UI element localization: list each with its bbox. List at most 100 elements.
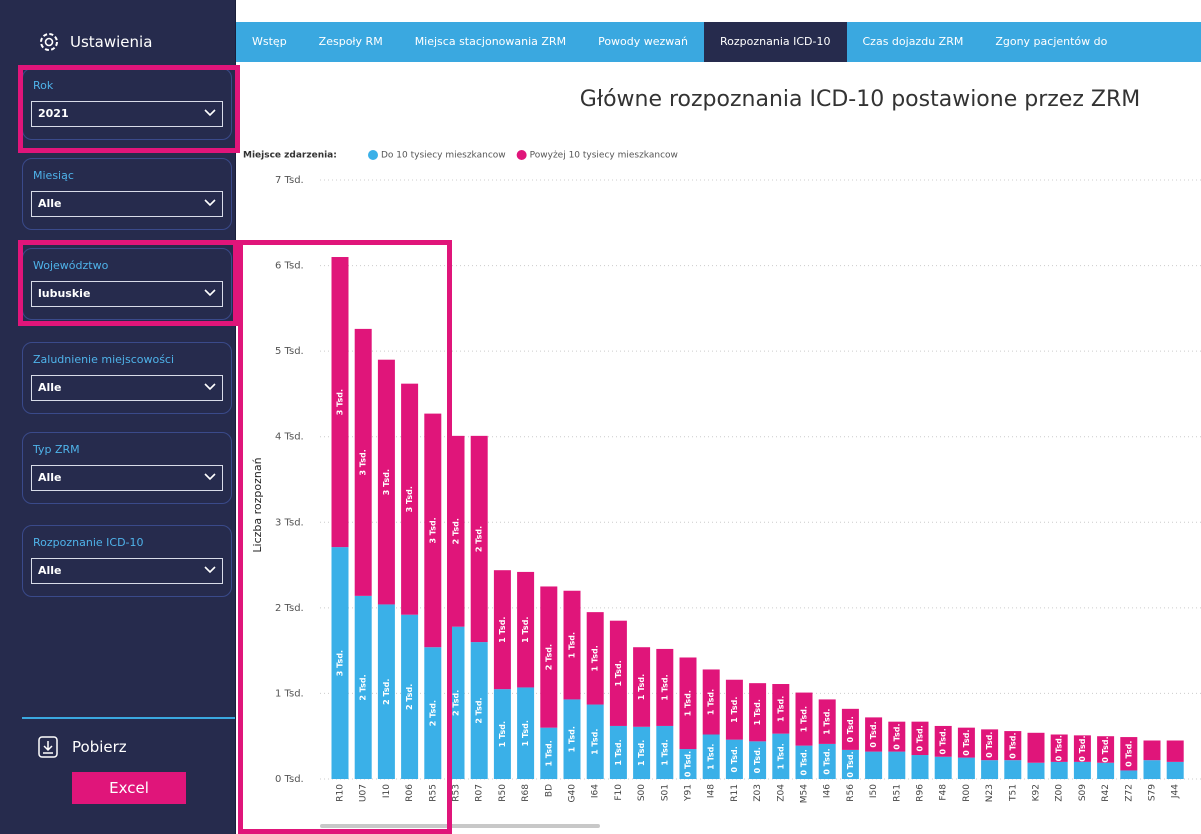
data-label: 0 Tsd.	[684, 751, 693, 777]
data-label: 1 Tsd.	[637, 674, 646, 700]
data-label: 1 Tsd.	[544, 740, 553, 766]
bar-segment	[934, 725, 952, 757]
bar-segment	[609, 725, 627, 779]
bar-segment	[563, 590, 581, 700]
data-label: 2 Tsd.	[452, 518, 461, 544]
data-label: 0 Tsd.	[1101, 736, 1110, 762]
data-label: 2 Tsd.	[544, 644, 553, 670]
bar-segment	[888, 751, 906, 779]
filter-value: Alle	[38, 471, 62, 484]
x-tick-label: R00	[962, 784, 972, 802]
data-label: 0 Tsd.	[800, 749, 809, 775]
tab[interactable]: Powody wezwań	[598, 35, 689, 48]
bar-segment	[911, 721, 929, 756]
tab[interactable]: Miejsca stacjonowania ZRM	[414, 35, 567, 48]
bar-segment	[540, 727, 558, 779]
chevron	[204, 199, 216, 207]
tab[interactable]: Czas dojazdu ZRM	[862, 35, 964, 48]
x-tick-label: F48	[939, 784, 949, 801]
filter-select[interactable]: Alle	[31, 558, 223, 584]
bar-segment	[725, 739, 743, 779]
data-label: 1 Tsd.	[707, 689, 716, 715]
bar-segment	[656, 725, 674, 779]
x-tick-label: I10	[382, 784, 392, 798]
bar-segment	[377, 604, 395, 779]
filter-card: Województwo lubuskie	[22, 248, 232, 320]
filter-select[interactable]: lubuskie	[31, 281, 223, 307]
filter-select[interactable]: 2021	[31, 101, 223, 127]
download-icon	[38, 736, 58, 758]
chevron	[204, 473, 216, 481]
bar-segment	[563, 699, 581, 779]
tab[interactable]: Zgony pacjentów do	[995, 35, 1108, 48]
x-tick-label: R10	[336, 784, 346, 802]
bar-segment	[586, 612, 604, 705]
x-tick-label: S00	[637, 784, 647, 801]
filter-select[interactable]: Alle	[31, 375, 223, 401]
bar-segment	[841, 708, 859, 750]
x-tick-label: R55	[428, 784, 438, 802]
data-label: 2 Tsd.	[359, 674, 368, 700]
bar-segment	[1027, 762, 1045, 779]
data-label: 1 Tsd.	[591, 645, 600, 671]
filter-card: Zaludnienie miejscowości Alle	[22, 342, 232, 414]
y-tick-label: 3 Tsd.	[275, 517, 304, 528]
data-label: 3 Tsd.	[359, 449, 368, 475]
bar-segment	[586, 704, 604, 779]
filter-select[interactable]: Alle	[31, 191, 223, 217]
data-label: 0 Tsd.	[1078, 735, 1087, 761]
x-tick-label: R56	[846, 784, 856, 802]
bar-segment	[749, 741, 767, 779]
x-tick-label: Z04	[776, 784, 786, 802]
filter-label: Województwo	[33, 259, 109, 272]
data-label: 1 Tsd.	[521, 617, 530, 643]
chevron	[204, 109, 216, 117]
x-tick-label: R96	[916, 784, 926, 802]
scrollbar[interactable]	[320, 824, 600, 828]
bar-segment	[1004, 731, 1022, 761]
data-label: 3 Tsd.	[428, 517, 437, 543]
legend-label: Do 10 tysiecy mieszkancow	[381, 151, 506, 161]
tab[interactable]: Rozpoznania ICD-10	[704, 22, 847, 62]
x-tick-label: S01	[660, 784, 670, 801]
bar-segment	[911, 755, 929, 779]
data-label: 2 Tsd.	[428, 700, 437, 726]
filter-value: lubuskie	[38, 287, 91, 300]
tab[interactable]: Zespoły RM	[318, 35, 383, 48]
y-tick-label: 6 Tsd.	[275, 261, 304, 272]
data-label: 3 Tsd.	[336, 389, 345, 415]
data-label: 1 Tsd.	[660, 674, 669, 700]
x-tick-label: F10	[614, 784, 624, 801]
filter-label: Typ ZRM	[33, 443, 80, 456]
bar-segment	[470, 435, 488, 643]
bar-segment	[865, 751, 883, 779]
bar-segment	[424, 647, 442, 779]
bar-segment	[633, 647, 651, 727]
bar-segment	[609, 620, 627, 726]
data-label: 1 Tsd.	[800, 706, 809, 732]
bar-segment	[470, 642, 488, 779]
data-label: 1 Tsd.	[823, 709, 832, 735]
bar-segment	[1097, 762, 1115, 779]
bar-segment	[772, 733, 790, 779]
chevron	[204, 289, 216, 297]
x-tick-label: I46	[823, 784, 833, 798]
bar-segment	[1166, 761, 1184, 779]
data-label: 1 Tsd.	[730, 697, 739, 723]
y-axis-label: Liczba rozpoznań	[251, 457, 264, 552]
tab[interactable]: Wstęp	[252, 35, 287, 48]
bar-segment	[401, 614, 419, 779]
bar-segment	[1073, 735, 1091, 762]
x-tick-label: I48	[707, 784, 717, 798]
x-tick-label: Z72	[1124, 784, 1134, 802]
bar-segment	[633, 726, 651, 779]
bar-segment	[401, 383, 419, 615]
bar-segment	[795, 745, 813, 779]
data-label: 0 Tsd.	[916, 725, 925, 751]
data-label: 1 Tsd.	[614, 660, 623, 686]
x-tick-label: R68	[521, 784, 531, 802]
data-label: 0 Tsd.	[730, 746, 739, 772]
excel-button[interactable]: Excel	[72, 772, 186, 804]
filter-select[interactable]: Alle	[31, 465, 223, 491]
